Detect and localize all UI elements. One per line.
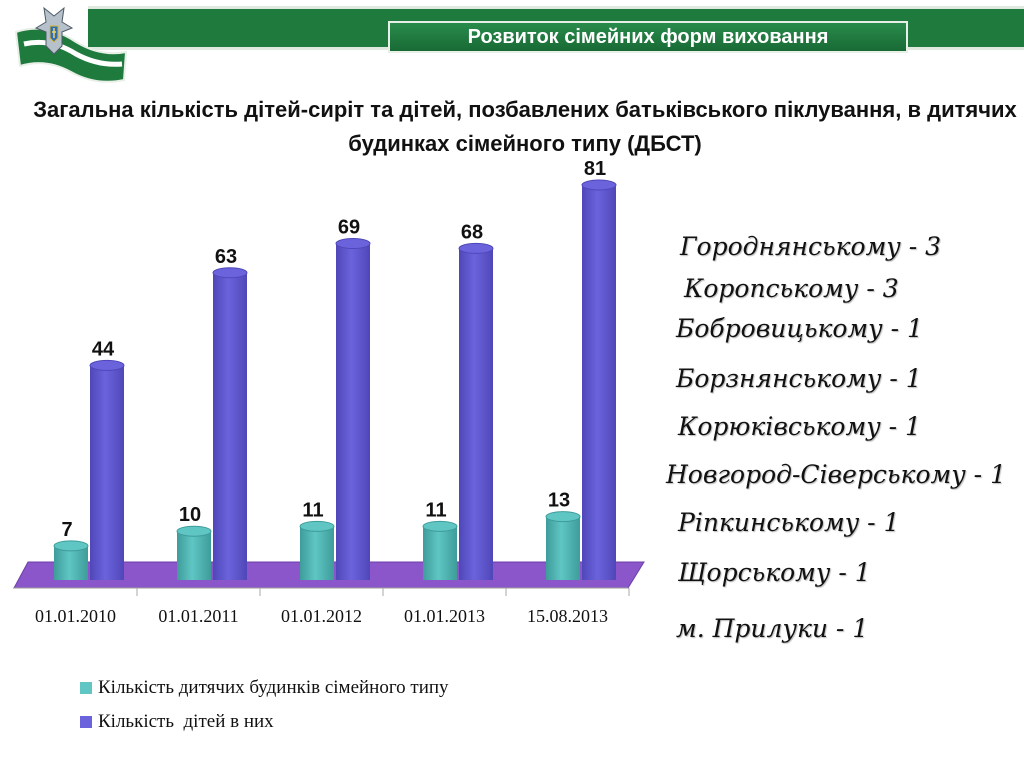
bar-cap <box>176 525 212 537</box>
region-item: Щорському - 1 <box>678 558 871 587</box>
x-tick-label: 01.01.2012 <box>281 606 362 626</box>
bar-cap <box>422 520 458 532</box>
data-label: 68 <box>461 221 483 243</box>
bar <box>213 272 247 580</box>
bar-chart: 01.01.2010 7 44 01.01.2011 10 63 01.01.2012 11 6… <box>13 160 645 626</box>
bar-cap <box>335 238 371 250</box>
bar-cap <box>212 267 248 279</box>
data-label: 63 <box>215 246 237 268</box>
bar <box>54 545 88 580</box>
bar <box>90 365 124 580</box>
data-label: 11 <box>302 499 323 521</box>
slide-title: Загальна кількість дітей-сиріт та дітей,… <box>33 97 1017 156</box>
chart-legend: Кількість дитячих будинків сімейного тип… <box>80 672 640 742</box>
legend-item-facilities: Кількість дитячих будинків сімейного тип… <box>80 676 449 700</box>
legend-swatch-children <box>80 716 92 728</box>
data-label: 69 <box>338 217 360 239</box>
data-label: 13 <box>548 490 570 512</box>
region-list: Городнянському - 3 Коропському - 3 Боброви… <box>660 224 1024 654</box>
header-banner: Розвиток сімейних форм виховання <box>88 6 1024 53</box>
region-item: Бобровицькому - 1 <box>676 314 923 343</box>
header-title: Розвиток сімейних форм виховання <box>388 21 908 53</box>
bar <box>177 531 211 580</box>
x-tick-label: 01.01.2013 <box>404 606 485 626</box>
legend-item-children: Кількість дітей в них <box>80 710 274 734</box>
bar-cap <box>545 511 581 523</box>
region-item: Корюківському - 1 <box>678 412 921 441</box>
x-tick-label: 15.08.2013 <box>527 606 608 626</box>
region-item: Ріпкинському - 1 <box>678 508 900 537</box>
legend-label-facilities: Кількість дитячих будинків сімейного тип… <box>98 677 449 698</box>
legend-label-children: Кількість дітей в них <box>98 711 274 732</box>
bar <box>300 526 334 580</box>
x-tick-label: 01.01.2010 <box>35 606 116 626</box>
region-item: Городнянському - 3 <box>680 232 942 261</box>
x-tick-label: 01.01.2011 <box>158 606 238 626</box>
bar-cap <box>89 359 125 371</box>
coat-of-arms-emblem <box>14 6 128 83</box>
region-item: Борзнянському - 1 <box>676 364 922 393</box>
bar <box>582 185 616 580</box>
data-label: 11 <box>425 499 446 521</box>
bar <box>546 516 580 580</box>
data-label: 7 <box>61 519 72 541</box>
bar <box>336 243 370 580</box>
bar-cap <box>581 179 617 191</box>
region-item: Новгород-Сіверському - 1 <box>666 460 1006 489</box>
bar <box>423 526 457 580</box>
legend-swatch-facilities <box>80 682 92 694</box>
region-item: м. Прилуки - 1 <box>676 614 869 643</box>
data-label: 44 <box>92 338 115 360</box>
bar-cap <box>458 242 494 254</box>
bar-cap <box>53 540 89 552</box>
bar-cap <box>299 520 335 532</box>
region-item: Коропському - 3 <box>684 274 899 303</box>
data-label: 81 <box>584 160 606 180</box>
data-label: 10 <box>179 504 201 526</box>
bar <box>459 248 493 580</box>
